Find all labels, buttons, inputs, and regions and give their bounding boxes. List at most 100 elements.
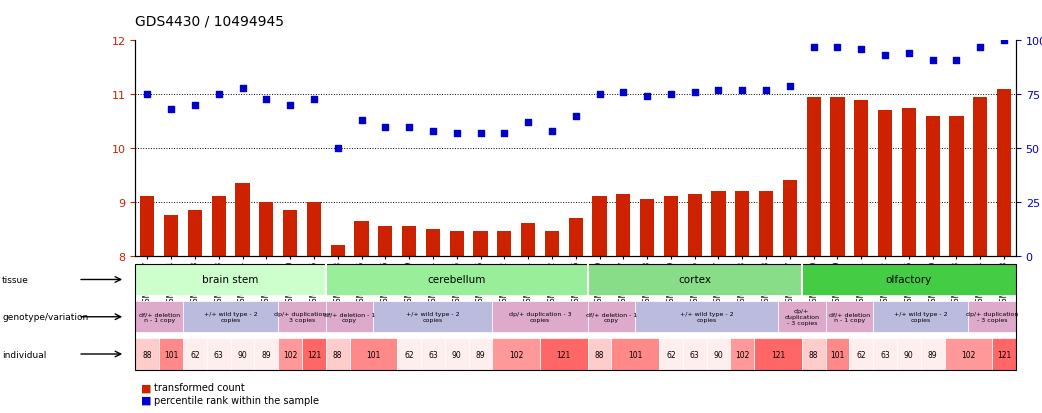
Text: dp/+
duplication
- 3 copies: dp/+ duplication - 3 copies [785, 309, 819, 325]
Point [805, 45, 822, 51]
Text: cortex: cortex [678, 275, 712, 285]
Text: +/+ wild type - 2
copies: +/+ wild type - 2 copies [894, 311, 947, 323]
Point [163, 107, 179, 113]
Text: 88: 88 [595, 350, 604, 358]
Bar [712, 192, 725, 256]
Point [472, 131, 489, 137]
Text: 62: 62 [190, 350, 200, 358]
Bar [402, 226, 416, 256]
Text: percentile rank within the sample: percentile rank within the sample [154, 395, 319, 405]
Bar [212, 197, 226, 256]
Text: 121: 121 [771, 350, 785, 358]
Point [305, 96, 322, 102]
Point [448, 131, 465, 137]
Point [187, 102, 203, 109]
Point [281, 102, 298, 109]
Text: 121: 121 [997, 350, 1011, 358]
Text: GDS4430 / 10494945: GDS4430 / 10494945 [135, 14, 284, 28]
Bar [141, 197, 154, 256]
Text: 90: 90 [714, 350, 723, 358]
Text: dp/+ duplication
- 3 copies: dp/+ duplication - 3 copies [966, 311, 1018, 323]
Text: 62: 62 [404, 350, 414, 358]
Point [734, 88, 750, 94]
Text: 101: 101 [164, 350, 178, 358]
Text: df/+ deletion
n - 1 copy: df/+ deletion n - 1 copy [828, 311, 870, 323]
Bar [521, 224, 536, 256]
Bar [449, 232, 464, 256]
Text: df/+ deletion - 1
copy: df/+ deletion - 1 copy [586, 311, 637, 323]
Bar [188, 211, 202, 256]
Text: cerebellum: cerebellum [427, 275, 486, 285]
Text: 63: 63 [690, 350, 699, 358]
Text: 62: 62 [857, 350, 866, 358]
Point [900, 51, 917, 57]
Bar [330, 245, 345, 256]
Text: 121: 121 [306, 350, 321, 358]
Bar [783, 181, 797, 256]
Bar [164, 216, 178, 256]
Text: individual: individual [2, 350, 47, 358]
Text: ■: ■ [141, 395, 151, 405]
Bar [354, 221, 369, 256]
Text: dp/+ duplication - 3
copies: dp/+ duplication - 3 copies [508, 311, 571, 323]
Bar [688, 194, 702, 256]
Bar [759, 192, 773, 256]
Point [924, 57, 941, 64]
Point [687, 90, 703, 96]
Point [663, 92, 679, 98]
Bar [592, 197, 606, 256]
Point [258, 96, 275, 102]
Text: +/+ wild type - 2
copies: +/+ wild type - 2 copies [679, 311, 734, 323]
Bar [807, 98, 821, 256]
Text: 62: 62 [666, 350, 675, 358]
Bar [616, 194, 630, 256]
Bar [545, 232, 560, 256]
Text: tissue: tissue [2, 275, 29, 284]
Text: 102: 102 [735, 350, 749, 358]
Bar [925, 116, 940, 256]
Bar [901, 108, 916, 256]
Point [591, 92, 607, 98]
Text: +/+ wild type - 2
copies: +/+ wild type - 2 copies [406, 311, 460, 323]
Point [520, 120, 537, 126]
Point [353, 117, 370, 124]
Point [758, 88, 774, 94]
Text: 89: 89 [927, 350, 938, 358]
Text: 101: 101 [628, 350, 642, 358]
Text: 102: 102 [283, 350, 297, 358]
Bar [736, 192, 749, 256]
Text: 90: 90 [452, 350, 462, 358]
Text: genotype/variation: genotype/variation [2, 313, 89, 321]
Bar [569, 218, 582, 256]
Point [782, 83, 798, 90]
Point [711, 88, 727, 94]
Point [401, 124, 418, 131]
Bar [497, 232, 512, 256]
Point [234, 85, 251, 92]
Point [972, 45, 989, 51]
Point [567, 113, 584, 120]
Point [853, 47, 870, 53]
Text: 89: 89 [262, 350, 271, 358]
Bar [378, 226, 393, 256]
Text: brain stem: brain stem [202, 275, 258, 285]
Text: 90: 90 [904, 350, 914, 358]
Text: 88: 88 [809, 350, 818, 358]
Text: 101: 101 [366, 350, 380, 358]
Point [424, 128, 441, 135]
Text: 88: 88 [143, 350, 152, 358]
Text: 63: 63 [214, 350, 224, 358]
Text: df/+ deletion - 1
copy: df/+ deletion - 1 copy [324, 311, 375, 323]
Bar [997, 90, 1011, 256]
Bar [640, 199, 654, 256]
Bar [259, 202, 273, 256]
Text: df/+ deletion
n - 1 copy: df/+ deletion n - 1 copy [139, 311, 180, 323]
Bar [878, 111, 892, 256]
Bar [306, 202, 321, 256]
Point [829, 45, 846, 51]
Point [544, 128, 561, 135]
Bar [973, 98, 988, 256]
Point [496, 131, 513, 137]
Text: +/+ wild type - 2
copies: +/+ wild type - 2 copies [204, 311, 257, 323]
Point [639, 94, 655, 100]
